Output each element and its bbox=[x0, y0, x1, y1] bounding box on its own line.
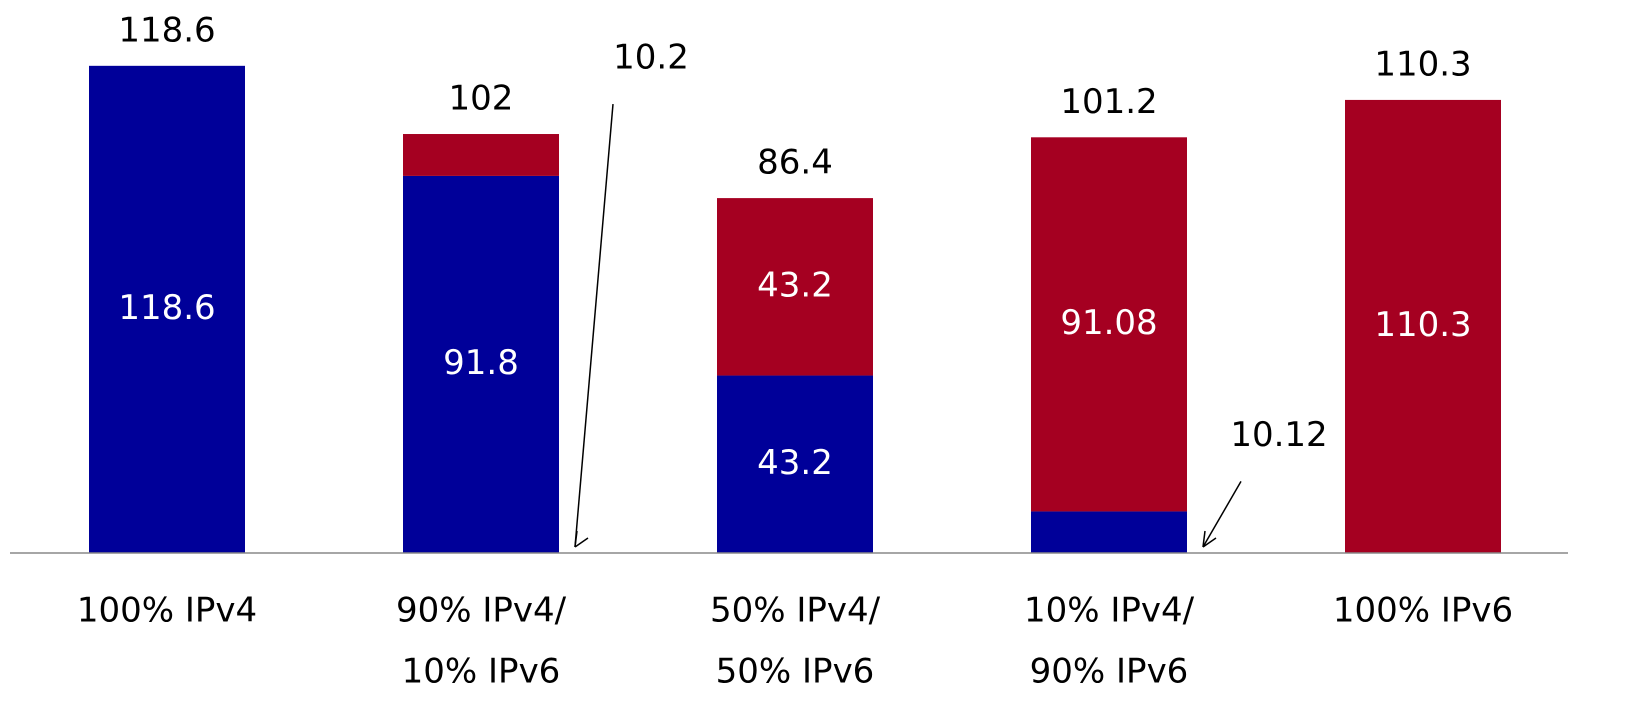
total-label: 118.6 bbox=[118, 10, 215, 50]
bar-segment bbox=[1345, 99, 1501, 553]
x-tick-label: 50% IPv4/ bbox=[710, 591, 881, 631]
x-tick-label: 10% IPv6 bbox=[402, 652, 561, 692]
value-label: 10.12 bbox=[1230, 415, 1327, 455]
x-tick-label: 50% IPv6 bbox=[716, 652, 875, 692]
value-label: 110.3 bbox=[1374, 305, 1471, 345]
annotation-arrow bbox=[1202, 481, 1242, 548]
annotation-arrow bbox=[574, 103, 614, 548]
total-label: 101.2 bbox=[1060, 82, 1157, 122]
total-label: 86.4 bbox=[757, 143, 833, 183]
x-tick-label: 90% IPv4/ bbox=[396, 591, 567, 631]
x-tick-label: 90% IPv6 bbox=[1030, 652, 1189, 692]
bar-segment bbox=[1031, 511, 1187, 553]
value-label: 118.6 bbox=[118, 288, 215, 328]
total-label: 110.3 bbox=[1374, 44, 1471, 84]
value-label: 91.8 bbox=[443, 343, 519, 383]
x-tick-label: 100% IPv4 bbox=[77, 591, 257, 631]
bar-segment bbox=[1031, 137, 1187, 512]
value-label: 43.2 bbox=[757, 443, 833, 483]
arrow-head bbox=[1202, 530, 1217, 548]
total-label: 102 bbox=[449, 79, 514, 119]
value-label: 91.08 bbox=[1060, 303, 1157, 343]
value-label: 10.2 bbox=[613, 38, 689, 78]
bar-segment bbox=[403, 134, 559, 176]
bar-segment bbox=[717, 375, 873, 553]
x-tick-label: 10% IPv4/ bbox=[1024, 591, 1195, 631]
arrow-head bbox=[574, 530, 589, 548]
bar-segment bbox=[403, 175, 559, 553]
x-tick-label: 100% IPv6 bbox=[1333, 591, 1513, 631]
bar-segment bbox=[717, 198, 873, 376]
bar-segment bbox=[89, 65, 245, 553]
value-label: 43.2 bbox=[757, 265, 833, 305]
